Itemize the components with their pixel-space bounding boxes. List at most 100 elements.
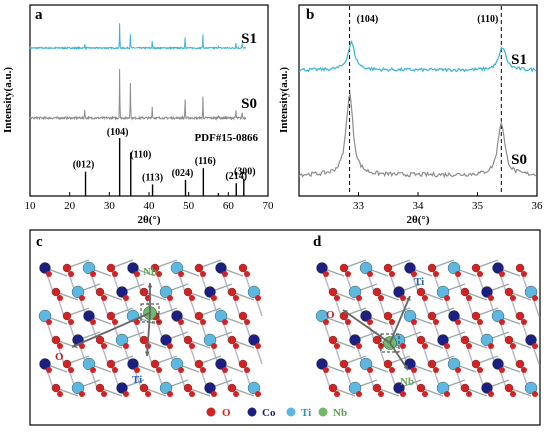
legend-nb-label: Nb bbox=[333, 407, 347, 419]
ti-atom bbox=[447, 357, 461, 371]
panel-a-label: a bbox=[35, 7, 43, 23]
bond bbox=[464, 339, 474, 365]
panel-b-s1-label: S1 bbox=[511, 52, 527, 68]
panel-c-o-label: O bbox=[55, 351, 64, 363]
o-atom bbox=[510, 343, 516, 349]
o-atom bbox=[433, 271, 439, 277]
ti-atom bbox=[403, 309, 417, 323]
ti-atom bbox=[159, 381, 173, 395]
o-atom bbox=[504, 383, 514, 393]
o-atom bbox=[106, 311, 116, 321]
o-atom bbox=[383, 311, 393, 321]
o-atom bbox=[167, 391, 173, 397]
co-atom bbox=[215, 358, 227, 370]
o-atom bbox=[488, 391, 494, 397]
ti-atom bbox=[315, 309, 329, 323]
panel-b-xtick-label: 33 bbox=[353, 200, 365, 212]
o-atom bbox=[504, 287, 514, 297]
bond bbox=[464, 291, 474, 317]
o-atom bbox=[323, 319, 329, 325]
o-atom bbox=[101, 391, 107, 397]
o-atom bbox=[433, 319, 439, 325]
o-atom bbox=[101, 343, 107, 349]
co-atom bbox=[481, 286, 493, 298]
o-atom bbox=[123, 343, 129, 349]
co-atom bbox=[116, 286, 128, 298]
o-atom bbox=[466, 391, 472, 397]
bond bbox=[475, 267, 485, 293]
o-atom bbox=[356, 391, 362, 397]
displacement-arrow bbox=[71, 312, 151, 348]
reference-hkl-label: (116) bbox=[195, 156, 216, 167]
o-atom bbox=[112, 319, 118, 325]
o-atom bbox=[90, 319, 96, 325]
bond bbox=[420, 291, 430, 317]
o-atom bbox=[499, 271, 505, 277]
bond bbox=[332, 339, 342, 365]
o-atom bbox=[51, 335, 61, 345]
o-atom bbox=[200, 367, 206, 373]
o-atom bbox=[345, 271, 351, 277]
o-atom bbox=[95, 383, 105, 393]
co-atom bbox=[204, 286, 216, 298]
o-atom bbox=[367, 271, 373, 277]
o-atom bbox=[510, 295, 516, 301]
arrow-head bbox=[147, 283, 153, 288]
panel-b: b Intensity(a.u.) 2θ(°) S1 S0 33 34 35 36 (… bbox=[278, 4, 543, 226]
o-atom bbox=[189, 391, 195, 397]
bond bbox=[99, 339, 109, 365]
o-atom bbox=[134, 319, 140, 325]
o-atom bbox=[57, 343, 63, 349]
o-atom bbox=[532, 391, 538, 397]
o-atom bbox=[422, 295, 428, 301]
panel-a-xtick-label: 10 bbox=[25, 200, 37, 212]
o-atom bbox=[477, 271, 483, 277]
panel-b-label: b bbox=[306, 7, 314, 23]
ti-atom bbox=[82, 261, 96, 275]
bond bbox=[55, 339, 65, 365]
co-atom bbox=[492, 358, 504, 370]
bond bbox=[110, 363, 120, 389]
o-atom bbox=[383, 263, 393, 273]
o-atom bbox=[334, 343, 340, 349]
bond bbox=[387, 363, 397, 389]
panel-a-xtick-label: 60 bbox=[223, 200, 235, 212]
o-atom bbox=[471, 263, 481, 273]
o-atom bbox=[222, 319, 228, 325]
o-atom bbox=[238, 359, 248, 369]
o-atom bbox=[471, 311, 481, 321]
bond bbox=[343, 315, 353, 341]
arrow-head bbox=[72, 343, 77, 348]
panel-b-hkl-label: (110) bbox=[477, 14, 498, 25]
o-atom bbox=[389, 367, 395, 373]
reference-card-label: PDF#15-0866 bbox=[194, 132, 258, 144]
o-atom bbox=[345, 367, 351, 373]
o-atom bbox=[79, 343, 85, 349]
reference-hkl-label: (012) bbox=[73, 160, 95, 171]
panel-d-label: d bbox=[313, 234, 322, 250]
legend-nb-swatch bbox=[318, 407, 328, 417]
o-atom bbox=[488, 343, 494, 349]
ti-atom bbox=[71, 285, 85, 299]
panel-d-dopant-label: Nb bbox=[400, 376, 414, 388]
o-atom bbox=[145, 391, 151, 397]
o-atom bbox=[460, 383, 470, 393]
displacement-arrow bbox=[389, 342, 409, 371]
arrow-head bbox=[403, 365, 408, 370]
o-atom bbox=[101, 295, 107, 301]
co-atom bbox=[393, 382, 405, 394]
bond bbox=[508, 339, 518, 365]
panel-b-xlabel: 2θ(°) bbox=[407, 214, 430, 226]
panel-b-series-s0 bbox=[298, 93, 537, 179]
o-atom bbox=[400, 295, 406, 301]
legend: O Co Ti Nb bbox=[206, 407, 347, 419]
o-atom bbox=[211, 295, 217, 301]
bond bbox=[187, 339, 197, 365]
o-atom bbox=[460, 287, 470, 297]
o-atom bbox=[167, 343, 173, 349]
o-atom bbox=[328, 287, 338, 297]
panel-c-ti-label: Ti bbox=[132, 374, 142, 386]
o-atom bbox=[183, 335, 193, 345]
o-atom bbox=[400, 343, 406, 349]
bond bbox=[376, 339, 386, 365]
